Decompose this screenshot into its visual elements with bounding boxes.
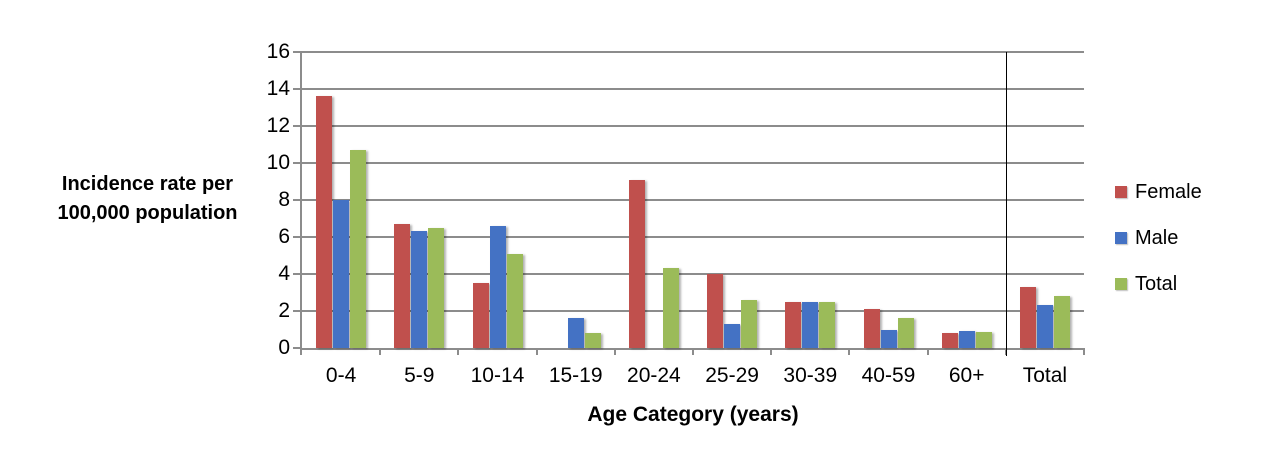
y-tick-mark (293, 51, 300, 53)
x-tick-mark (692, 348, 694, 355)
y-tick-mark (293, 162, 300, 164)
bar-male-60 (958, 331, 975, 348)
gridline (302, 273, 1084, 275)
bar-total-20-24 (662, 268, 679, 348)
bar-total-10-14 (506, 253, 523, 348)
x-tick-mark (535, 348, 538, 355)
bar-female-25-29 (707, 274, 724, 348)
gridline (302, 162, 1084, 164)
x-tick-label-5-9: 5-9 (404, 364, 435, 387)
x-tick-mark (848, 348, 851, 355)
bar-female-40-59 (863, 309, 880, 348)
x-tick-mark (1083, 348, 1085, 355)
bar-female-20-24 (628, 179, 645, 348)
gridline (302, 199, 1084, 201)
bar-total-total (1053, 296, 1070, 348)
y-tick-mark (293, 88, 300, 90)
bar-total-40-59 (897, 318, 914, 348)
x-tick-mark (770, 348, 773, 355)
bar-female-10-14 (472, 283, 489, 348)
bar-female-5-9 (394, 224, 411, 348)
bar-total-5-9 (428, 227, 445, 348)
gridline (302, 51, 1084, 53)
legend-swatch-male (1115, 232, 1127, 244)
x-tick-label-30-39: 30-39 (783, 364, 838, 387)
y-tick-mark (293, 236, 300, 238)
legend-item-female: Female (1115, 180, 1202, 204)
y-tick-label-4: 4 (278, 262, 290, 285)
x-tick-label-20-24: 20-24 (627, 364, 681, 387)
bar-total-30-39 (819, 301, 836, 348)
bar-male-40-59 (880, 329, 897, 348)
y-tick-label-12: 12 (266, 114, 290, 137)
y-axis-title: Incidence rate per 100,000 population (57, 173, 238, 224)
y-tick-label-16: 16 (266, 40, 290, 63)
x-tick-label-60: 60+ (948, 364, 985, 387)
x-tick-label-25-29: 25-29 (705, 364, 759, 387)
y-tick-label-2: 2 (278, 299, 290, 322)
y-tick-label-14: 14 (266, 77, 290, 100)
gridline (302, 236, 1084, 238)
bar-total-15-19 (584, 333, 601, 348)
x-tick-label-total: Total (1022, 364, 1068, 387)
y-tick-mark (293, 199, 300, 201)
x-tick-label-0-4: 0-4 (325, 364, 357, 387)
legend-label-total: Total (1135, 272, 1178, 295)
y-tick-label-10: 10 (266, 151, 290, 174)
y-tick-mark (293, 125, 300, 127)
legend-swatch-total (1115, 278, 1127, 290)
bar-male-total (1036, 305, 1053, 348)
x-tick-mark (926, 348, 929, 355)
legend-label-female: Female (1135, 180, 1202, 203)
y-tick-label-0: 0 (278, 336, 290, 359)
y-tick-mark (293, 273, 300, 275)
total-separator-line (1005, 52, 1008, 356)
bar-male-0-4 (333, 200, 350, 348)
x-axis-title: Age Category (years) (587, 403, 799, 426)
gridline (302, 310, 1084, 312)
x-tick-mark (379, 348, 382, 355)
y-tick-mark (293, 310, 300, 312)
bar-male-15-19 (567, 318, 584, 348)
legend-item-male: Male (1115, 226, 1178, 250)
bar-total-25-29 (741, 299, 758, 348)
bar-total-0-4 (350, 150, 367, 348)
gridline (302, 88, 1084, 90)
gridline (302, 125, 1084, 127)
bar-male-10-14 (489, 225, 506, 348)
bar-female-30-39 (785, 301, 802, 348)
x-tick-label-10-14: 10-14 (470, 364, 525, 387)
bar-female-total (1019, 286, 1036, 348)
y-tick-label-6: 6 (278, 225, 290, 248)
y-tick-label-8: 8 (278, 188, 290, 211)
bar-female-60 (941, 333, 958, 348)
bar-female-0-4 (316, 96, 333, 348)
y-axis-line (300, 51, 302, 355)
bar-male-5-9 (411, 231, 428, 348)
x-tick-mark (613, 348, 616, 355)
legend-item-total: Total (1115, 272, 1177, 296)
x-tick-label-40-59: 40-59 (861, 364, 916, 387)
bar-total-60 (975, 332, 992, 348)
y-tick-mark (293, 347, 300, 349)
legend-label-male: Male (1135, 226, 1179, 249)
bar-male-25-29 (724, 323, 741, 348)
legend-swatch-female (1115, 186, 1127, 198)
x-tick-label-15-19: 15-19 (548, 364, 603, 387)
bar-male-30-39 (802, 301, 819, 348)
x-tick-mark (457, 348, 460, 355)
